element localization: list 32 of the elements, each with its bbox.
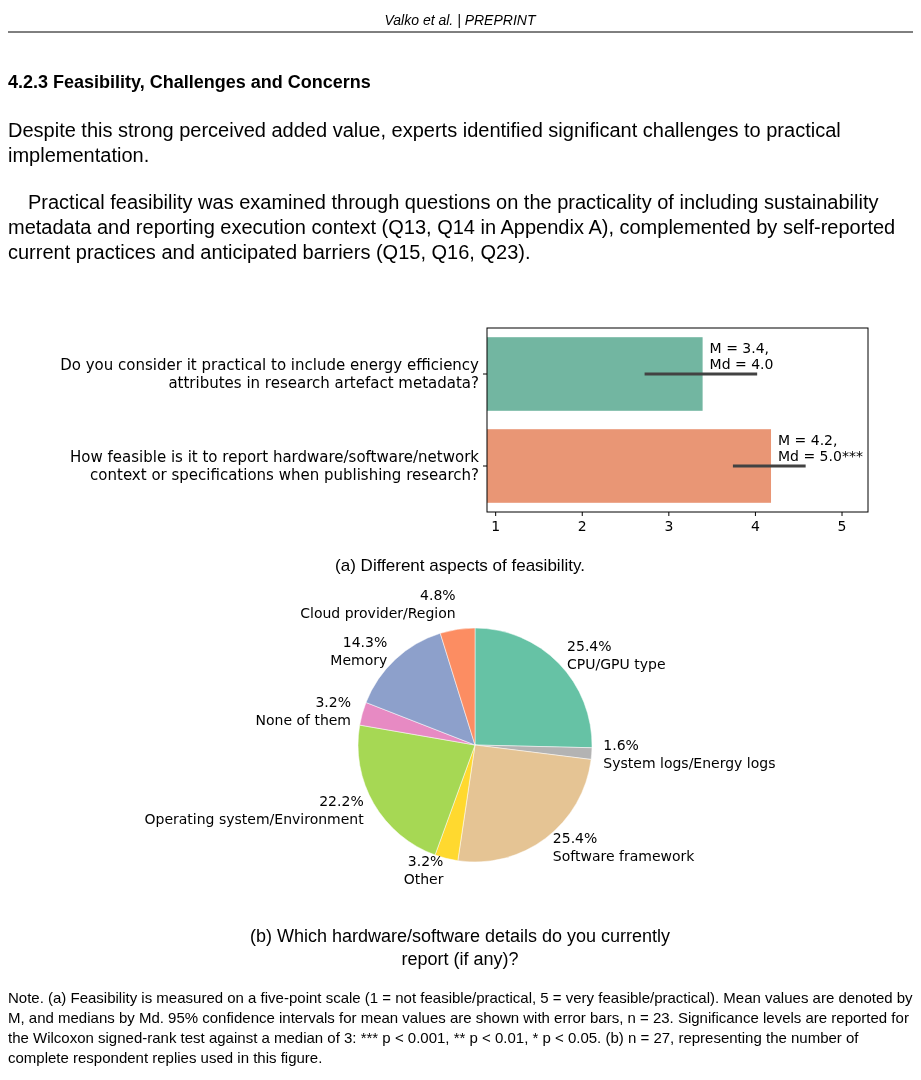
data-label: 25.4% <box>552 830 598 847</box>
data-label: 22.2% <box>319 792 364 809</box>
slice-label: Software framework <box>552 848 696 865</box>
slice-label: System logs/Energy logs <box>603 755 776 772</box>
x-axis-title: (a) Different aspects of feasibility. <box>335 556 585 575</box>
x-tick-label: 3 <box>664 518 674 534</box>
x-tick-label: 1 <box>491 518 501 534</box>
slice-label: Operating system/Environment <box>144 810 365 827</box>
slice-label: Memory <box>330 651 388 668</box>
data-label: 25.4% <box>567 638 612 655</box>
text: 4.2.3 Feasibility, Challenges and Concerns <box>8 72 371 92</box>
x-tick-label: 2 <box>577 518 587 534</box>
annotation: M = 3.4, Md = 4.0 <box>709 340 774 373</box>
data-label: 4.8% <box>420 586 456 603</box>
data-label: 3.2% <box>315 693 352 710</box>
slice-label: Cloud provider/Region <box>300 604 456 621</box>
x-tick-label: 5 <box>837 518 847 534</box>
slice-label: None of them <box>255 711 352 728</box>
text: (b) Which hardware/software details do you currently report (if any)? <box>249 926 671 969</box>
y-tick-label: How feasible is it to report hardware/software/network context or specifications when publishing research? <box>70 448 480 484</box>
slice-label: Other <box>403 870 444 887</box>
data-label: 3.2% <box>407 852 444 869</box>
slice-label: CPU/GPU type <box>567 656 666 673</box>
text: Note. (a) Feasibility is measured on a five-point scale (1 = not feasible/practical, 5 = very feasible/practical). Mean values are denoted by M, and medians by Md. 95% confidence intervals for mean values are shown with error bars, n = 23. Significance levels are reported for the Wilcoxon signed-rank test against a median of 3: *** p < 0.001, ** p < 0.01, * p < 0.05. (b) n = 27, representing the number of complete respondent replies used in this figure. <box>8 989 914 1066</box>
text: Practical feasibility was examined through questions on the practicality of including sustainability metadata and reporting execution context (Q13, Q14 in Appendix A), complemented by self-reported current practices and anticipated barriers (Q15, Q16, Q23). <box>8 191 896 263</box>
y-tick-label: Do you consider it practical to include energy efficiency attributes in research artefact metadata? <box>60 356 480 392</box>
text: Valko et al. | PREPRINT <box>384 12 537 28</box>
x-tick-label: 4 <box>750 518 760 534</box>
text: Despite this strong perceived added value, experts identified significant challenges to practical implementation. <box>8 119 841 166</box>
annotation: M = 4.2, Md = 5.0*** <box>778 432 863 465</box>
data-label: 14.3% <box>342 633 388 650</box>
data-label: 1.6% <box>603 737 639 754</box>
